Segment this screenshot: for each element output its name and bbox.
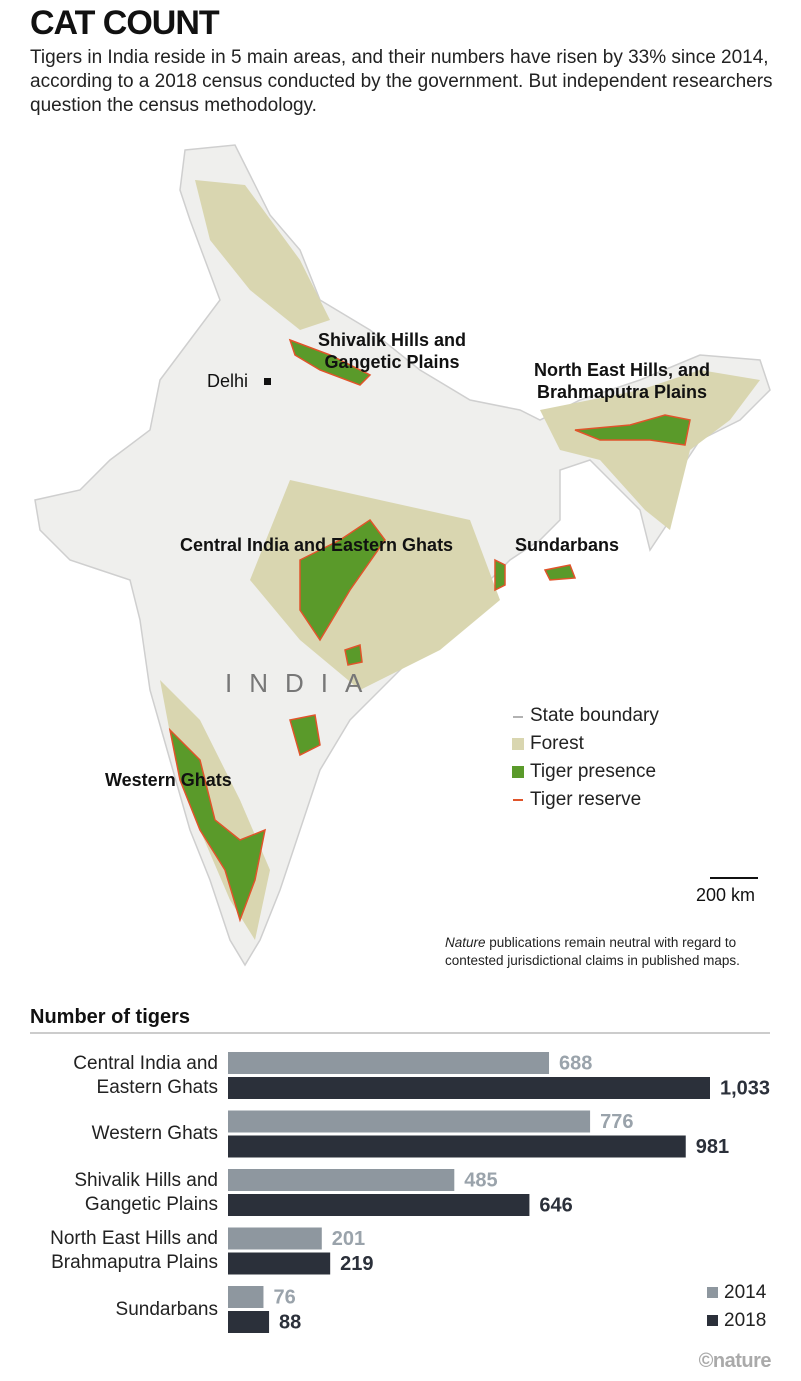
map-legend-label: Tiger presence [530, 761, 657, 782]
category-label: Shivalik Hills and Gangetic Plains [74, 1169, 218, 1215]
value-label: 646 [539, 1194, 572, 1216]
scale-label: 200 km [696, 885, 756, 905]
tiger-presence [168, 338, 691, 923]
credit: ©nature [698, 1350, 772, 1372]
disclaimer: Nature publications remain neutral with … [445, 934, 775, 970]
legend-label: 2014 [724, 1282, 767, 1303]
bar [228, 1110, 591, 1133]
city-label: Delhi [207, 371, 249, 391]
legend-key [707, 1287, 718, 1298]
map-legend-label: State boundary [530, 705, 659, 726]
map-legend-keys [512, 716, 524, 801]
region-label: Shivalik Hills and Gangetic Plains [318, 330, 467, 372]
region-label: Central India and Eastern Ghats [180, 535, 454, 555]
bar [228, 1252, 331, 1275]
value-label: 201 [332, 1228, 365, 1250]
bar [228, 1077, 710, 1099]
region-label: Sundarbans [515, 535, 620, 555]
bar [228, 1194, 530, 1216]
legend-key [707, 1315, 718, 1326]
category-label: North East Hills and Brahmaputra Plains [50, 1228, 218, 1273]
value-label: 485 [464, 1169, 497, 1191]
bar [228, 1286, 264, 1308]
bar [228, 1311, 270, 1333]
map-legend-label: Forest [530, 733, 584, 754]
value-label: 219 [340, 1253, 373, 1275]
city-marker [264, 378, 271, 385]
bar [228, 1169, 455, 1191]
disclaimer-text: publications remain neutral with regard … [445, 935, 740, 968]
value-label: 981 [696, 1136, 729, 1158]
region-label: North East Hills, and Brahmaputra Plains [534, 360, 711, 402]
chart-title: Number of tigers [30, 1006, 191, 1028]
category-label: Central India and Eastern Ghats [73, 1052, 218, 1098]
value-label: 1,033 [720, 1077, 770, 1099]
value-label: 88 [279, 1311, 301, 1333]
map-legend-label: Tiger reserve [530, 789, 642, 810]
value-label: 776 [600, 1111, 633, 1133]
value-label: 76 [273, 1286, 295, 1308]
value-label: 688 [559, 1052, 592, 1074]
bar [228, 1227, 322, 1250]
subtitle: Tigers in India reside in 5 main areas, … [30, 47, 773, 116]
bar [228, 1135, 686, 1158]
disclaimer-italic: Nature [445, 935, 486, 950]
region-label: Western Ghats [105, 770, 232, 790]
bar [228, 1052, 550, 1074]
country-label: INDIA [225, 668, 380, 698]
legend-label: 2018 [724, 1310, 766, 1331]
category-label: Western Ghats [91, 1123, 218, 1144]
title: CAT COUNT [30, 4, 220, 42]
category-label: Sundarbans [115, 1298, 218, 1320]
